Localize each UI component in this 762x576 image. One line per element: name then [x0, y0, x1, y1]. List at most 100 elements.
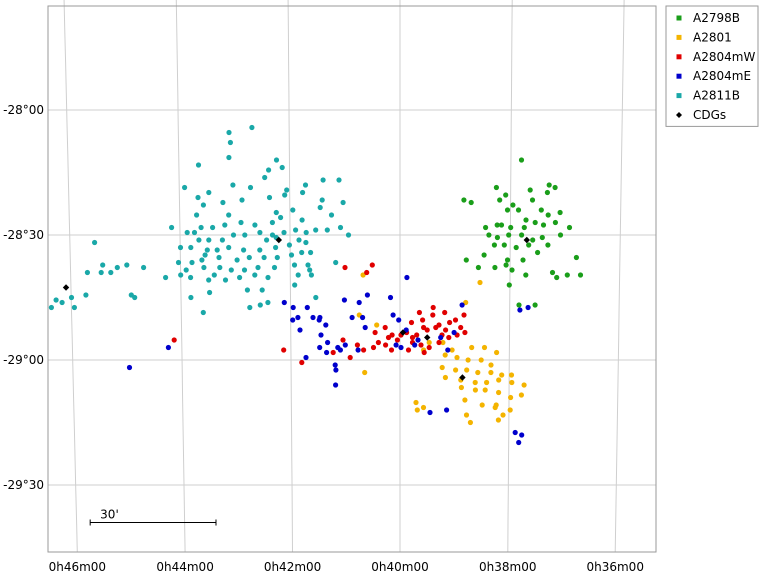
point-A2811B-6 — [279, 164, 285, 171]
point-A2804mW-27 — [405, 347, 412, 353]
point-A2811B-86 — [244, 287, 250, 293]
point-A2811B-98 — [141, 264, 147, 271]
point-A2801-47 — [493, 402, 499, 408]
point-A2798B-17 — [498, 222, 505, 228]
point-A2811B-27 — [252, 222, 258, 228]
point-A2811B-33 — [184, 229, 190, 236]
point-A2804mE-10 — [451, 329, 457, 336]
point-A2801-2 — [440, 339, 446, 346]
point-A2811B-93 — [124, 262, 130, 268]
point-A2804mE-40 — [165, 344, 171, 351]
point-A2801-40 — [414, 407, 420, 413]
point-A2804mW-10 — [447, 319, 453, 326]
point-A2811B-9 — [230, 182, 236, 188]
point-A2811B-0 — [249, 124, 255, 131]
point-A2804mW-28 — [421, 349, 427, 356]
point-A2798B-7 — [497, 197, 503, 203]
point-A2798B-26 — [494, 234, 500, 241]
y-tick-label-2: -29°00 — [3, 353, 44, 367]
point-A2811B-101 — [132, 294, 138, 301]
point-A2811B-96 — [108, 269, 114, 276]
point-A2804mE-32 — [332, 362, 338, 368]
point-A2811B-30 — [210, 224, 216, 231]
point-A2811B-75 — [201, 264, 207, 271]
point-A2801-38 — [467, 419, 473, 426]
point-A2811B-62 — [246, 254, 252, 261]
point-A2804mE-26 — [290, 317, 296, 323]
point-A2804mE-37 — [341, 297, 347, 303]
point-A2804mE-41 — [126, 364, 133, 371]
point-A2811B-83 — [206, 277, 212, 283]
point-A2804mE-44 — [517, 307, 523, 313]
point-A2801-34 — [479, 402, 485, 408]
point-CDGs-3 — [424, 334, 431, 341]
point-A2811B-129 — [264, 237, 270, 243]
point-A2804mW-21 — [418, 342, 424, 348]
point-A2801-19 — [442, 374, 448, 381]
point-A2811B-35 — [206, 237, 212, 243]
point-A2811B-122 — [284, 187, 290, 193]
point-A2811B-13 — [200, 202, 206, 208]
point-A2811B-106 — [59, 299, 65, 306]
point-A2811B-19 — [320, 177, 326, 183]
point-A2811B-95 — [100, 262, 106, 268]
point-A2804mW-6 — [394, 337, 400, 343]
point-A2811B-29 — [222, 222, 228, 228]
data-series — [48, 124, 584, 446]
point-A2811B-42 — [293, 227, 299, 233]
point-A2804mW-43 — [171, 337, 177, 343]
point-A2811B-121 — [163, 274, 169, 281]
point-A2811B-21 — [317, 204, 323, 211]
point-A2804mE-7 — [398, 344, 404, 351]
point-A2804mW-37 — [330, 349, 336, 356]
point-A2804mE-38 — [364, 292, 370, 298]
point-A2811B-14 — [220, 199, 226, 206]
point-A2804mE-1 — [387, 294, 394, 301]
point-A2798B-38 — [504, 257, 511, 263]
axis-tick-labels: -28°00 -28°30 -29°00 -29°30 0h46m00 0h44m00 0h… — [3, 103, 644, 574]
point-A2801-39 — [495, 417, 501, 423]
point-A2798B-53 — [461, 197, 467, 203]
point-A2811B-119 — [169, 224, 175, 231]
point-A2801-33 — [462, 397, 468, 403]
x-tick-label-4: 0h38m00 — [479, 560, 536, 574]
legend-marker-A2801 — [676, 34, 682, 40]
point-A2798B-39 — [520, 257, 526, 263]
legend: A2798B A2801 A2804mW A2804mE A2811B CDGs — [665, 5, 759, 127]
point-A2798B-51 — [516, 302, 522, 308]
point-A2811B-127 — [319, 197, 325, 203]
point-A2801-7 — [442, 352, 448, 358]
point-A2804mW-31 — [389, 332, 395, 338]
point-A2804mE-36 — [356, 299, 362, 306]
point-A2798B-50 — [554, 274, 560, 281]
point-A2811B-38 — [242, 232, 248, 238]
point-A2801-9 — [465, 357, 471, 363]
point-A2811B-111 — [292, 282, 298, 288]
point-A2811B-46 — [337, 224, 344, 231]
y-tick-label-3: -29°30 — [3, 478, 44, 492]
point-A2811B-76 — [183, 267, 189, 273]
point-A2804mW-46 — [369, 262, 375, 268]
point-A2801-28 — [482, 387, 488, 393]
point-A2798B-25 — [486, 232, 492, 238]
x-tick-label-1: 0h44m00 — [156, 560, 213, 574]
point-A2811B-24 — [290, 207, 296, 213]
legend-marker-A2804mE — [676, 73, 682, 79]
point-A2811B-80 — [252, 272, 258, 278]
point-A2811B-17 — [282, 192, 288, 198]
point-A2811B-70 — [271, 264, 278, 271]
point-A2798B-34 — [513, 244, 519, 251]
point-A2801-14 — [464, 367, 470, 373]
point-A2811B-115 — [308, 249, 314, 256]
point-A2811B-103 — [53, 297, 59, 303]
point-A2804mE-43 — [444, 407, 450, 413]
point-A2811B-90 — [265, 299, 271, 306]
point-A2804mW-24 — [446, 334, 452, 341]
point-A2811B-125 — [202, 252, 208, 258]
point-A2811B-51 — [257, 247, 263, 253]
point-A2811B-92 — [247, 304, 253, 311]
point-A2804mW-42 — [299, 359, 305, 366]
point-A2801-17 — [499, 372, 505, 378]
point-A2798B-18 — [483, 224, 489, 231]
point-A2798B-35 — [526, 242, 532, 248]
